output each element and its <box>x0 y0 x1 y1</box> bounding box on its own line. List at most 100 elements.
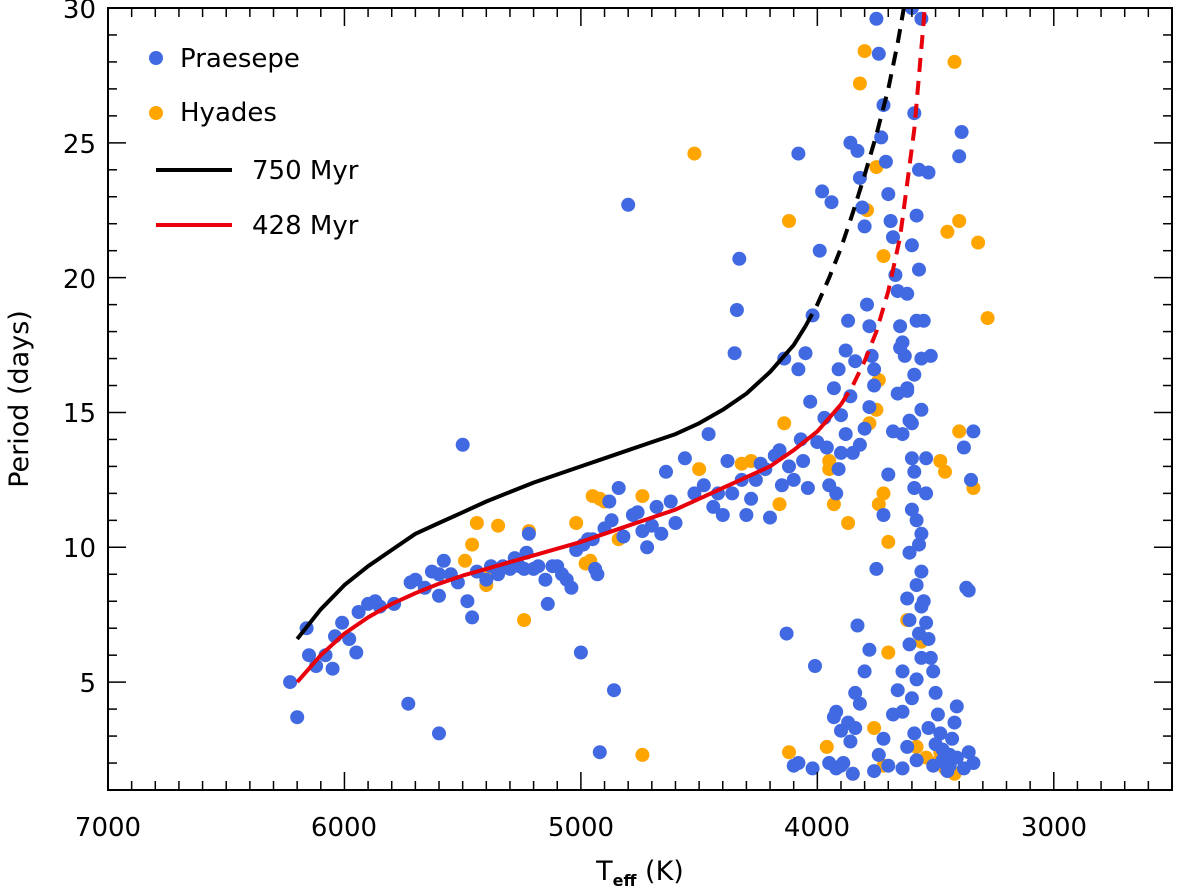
point-praesepe-78 <box>701 427 716 442</box>
point-hyades-9 <box>940 224 955 239</box>
point-praesepe-29 <box>465 610 480 625</box>
point-praesepe-176 <box>966 424 981 439</box>
axis-ticks <box>107 7 1173 791</box>
y-tick-label-5: 5 <box>79 669 96 699</box>
point-praesepe-86 <box>732 251 747 266</box>
point-praesepe-74 <box>668 516 683 530</box>
line-750-myr-solid <box>295 325 808 641</box>
point-praesepe-260 <box>834 445 848 460</box>
line-750-myr-dashed <box>803 8 906 328</box>
point-praesepe-198 <box>904 502 919 517</box>
point-praesepe-131 <box>860 297 874 312</box>
point-praesepe-114 <box>819 440 834 455</box>
point-praesepe-120 <box>834 408 848 423</box>
line-428-myr-solid <box>295 403 843 684</box>
point-praesepe-257 <box>848 354 863 369</box>
point-praesepe-64 <box>621 197 636 212</box>
point-praesepe-154 <box>914 564 929 579</box>
point-hyades-3 <box>852 76 867 91</box>
point-praesepe-261 <box>831 462 846 477</box>
point-hyades-48 <box>782 745 796 760</box>
point-praesepe-185 <box>900 286 915 301</box>
point-praesepe-9 <box>342 632 357 646</box>
point-hyades-39 <box>871 497 886 512</box>
legend-label-hyades: Hyades <box>180 98 277 128</box>
point-praesepe-96 <box>774 478 789 493</box>
point-praesepe-49 <box>564 580 579 595</box>
point-praesepe-95 <box>772 443 787 458</box>
point-praesepe-168 <box>947 715 962 730</box>
point-praesepe-116 <box>824 195 839 210</box>
point-praesepe-152 <box>909 513 924 528</box>
point-praesepe-23 <box>432 726 446 741</box>
point-praesepe-93 <box>763 510 777 525</box>
point-praesepe-199 <box>914 526 929 541</box>
line-428-myr-dashed <box>839 8 927 406</box>
point-hyades-53 <box>881 645 896 660</box>
point-praesepe-27 <box>455 437 470 452</box>
point-praesepe-62 <box>611 481 626 495</box>
point-praesepe-195 <box>919 451 934 466</box>
point-praesepe-256 <box>867 378 882 393</box>
point-praesepe-245 <box>862 642 877 657</box>
point-praesepe-57 <box>592 745 607 760</box>
point-praesepe-189 <box>914 351 929 366</box>
point-praesepe-10 <box>349 645 364 660</box>
point-praesepe-207 <box>914 650 929 665</box>
point-hyades-0 <box>687 146 702 161</box>
point-praesepe-150 <box>904 451 919 466</box>
point-praesepe-111 <box>812 243 827 258</box>
point-praesepe-210 <box>904 691 919 706</box>
point-praesepe-196 <box>907 464 922 479</box>
plot-area <box>283 8 995 781</box>
point-hyades-47 <box>635 747 650 762</box>
point-praesepe-252 <box>893 340 908 355</box>
point-praesepe-60 <box>604 513 619 528</box>
point-praesepe-237 <box>826 710 841 725</box>
point-praesepe-201 <box>909 578 924 593</box>
point-hyades-1 <box>782 214 796 228</box>
legend-marker-hyades <box>149 106 163 120</box>
point-praesepe-119 <box>831 362 846 377</box>
y-tick-label-10: 10 <box>63 534 96 564</box>
point-praesepe-217 <box>928 737 943 752</box>
point-praesepe-142 <box>886 230 900 245</box>
point-hyades-29 <box>692 462 707 477</box>
x-tick-label-6000: 6000 <box>311 813 377 843</box>
y-tick-label-25: 25 <box>63 130 96 160</box>
point-hyades-32 <box>772 497 787 512</box>
x-tick-label-5000: 5000 <box>548 813 614 843</box>
point-praesepe-192 <box>914 402 929 417</box>
point-praesepe-235 <box>845 766 860 781</box>
point-praesepe-169 <box>949 699 964 714</box>
point-praesepe-132 <box>862 319 877 334</box>
point-praesepe-71 <box>654 526 669 541</box>
point-hyades-16 <box>933 454 948 468</box>
point-praesepe-84 <box>727 346 742 361</box>
point-praesepe-204 <box>902 613 917 628</box>
point-praesepe-127 <box>850 143 865 158</box>
point-praesepe-206 <box>902 637 917 652</box>
point-hyades-2 <box>857 44 872 59</box>
point-praesepe-16 <box>401 696 416 711</box>
point-praesepe-51 <box>573 645 588 660</box>
x-tick-label-3000: 3000 <box>1021 813 1087 843</box>
point-praesepe-259 <box>838 427 853 442</box>
point-praesepe-236 <box>834 723 848 738</box>
point-hyades-22 <box>465 537 480 552</box>
point-praesepe-75 <box>677 451 692 466</box>
plot-marks <box>283 8 995 781</box>
point-hyades-10 <box>971 235 986 250</box>
x-tick-label-4000: 4000 <box>784 813 850 843</box>
point-praesepe-18 <box>408 572 423 587</box>
point-praesepe-181 <box>921 165 936 180</box>
point-praesepe-1 <box>290 710 305 725</box>
point-praesepe-69 <box>644 518 659 533</box>
point-hyades-19 <box>469 516 484 530</box>
point-praesepe-81 <box>715 508 730 522</box>
point-praesepe-242 <box>886 707 900 722</box>
point-praesepe-136 <box>871 46 886 61</box>
point-praesepe-106 <box>800 481 815 495</box>
point-praesepe-89 <box>744 491 759 506</box>
point-praesepe-248 <box>876 508 891 522</box>
